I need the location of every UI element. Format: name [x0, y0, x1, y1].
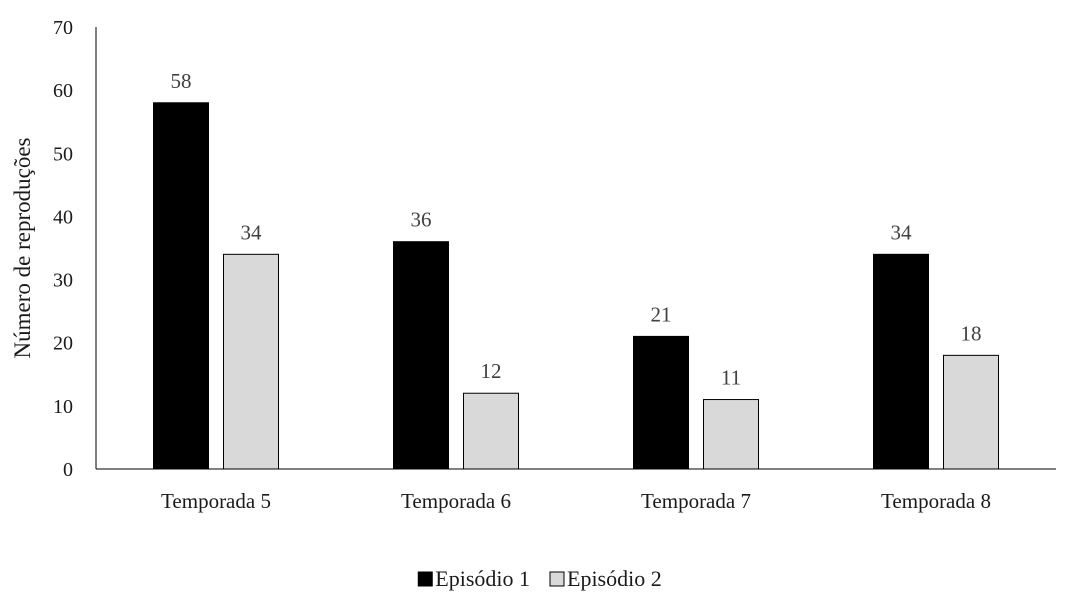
bar: [873, 253, 929, 470]
x-tick-label: Temporada 8: [881, 489, 991, 513]
y-axis-ticks: 0 10 20 30 40 50 60 70: [53, 17, 73, 481]
bars: [153, 102, 999, 470]
bar: [943, 354, 999, 470]
bar: [703, 399, 759, 470]
data-label: 11: [721, 366, 741, 390]
y-tick-label: 60: [53, 80, 73, 102]
legend-label: Episódio 1: [435, 566, 530, 591]
data-label: 18: [961, 321, 982, 345]
bar: [463, 392, 519, 470]
bar: [153, 102, 209, 470]
bar: [633, 335, 689, 470]
y-axis-title: Número de reproduções: [10, 137, 35, 358]
y-tick-label: 0: [63, 459, 73, 481]
data-label: 12: [481, 359, 502, 383]
bar: [393, 241, 449, 470]
legend: Episódio 1 Episódio 2: [417, 566, 662, 591]
y-tick-label: 20: [53, 333, 73, 355]
data-label: 58: [171, 69, 192, 93]
data-labels: 58 34 36 12 21 11 34 18: [171, 69, 982, 390]
data-label: 21: [651, 302, 672, 326]
y-tick-label: 70: [53, 17, 73, 39]
x-tick-label: Temporada 6: [401, 489, 511, 513]
y-tick-label: 50: [53, 143, 73, 165]
y-tick-label: 10: [53, 396, 73, 418]
legend-swatch: [417, 571, 433, 587]
y-tick-label: 40: [53, 206, 73, 228]
x-axis-labels: Temporada 5 Temporada 6 Temporada 7 Tempora…: [161, 489, 991, 513]
legend-swatch: [549, 571, 565, 587]
legend-label: Episódio 2: [567, 566, 662, 591]
data-label: 36: [411, 208, 432, 232]
y-tick-label: 30: [53, 270, 73, 292]
x-tick-label: Temporada 7: [641, 489, 751, 513]
bar: [223, 253, 279, 470]
x-tick-label: Temporada 5: [161, 489, 271, 513]
data-label: 34: [241, 220, 263, 244]
data-label: 34: [891, 220, 913, 244]
